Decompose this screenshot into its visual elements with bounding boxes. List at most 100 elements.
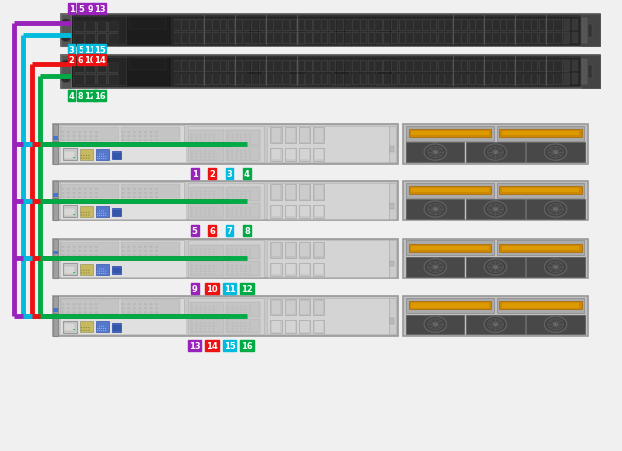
Bar	[190, 62, 195, 72]
Circle shape	[249, 254, 251, 256]
Bar	[228, 61, 235, 73]
Circle shape	[132, 136, 136, 138]
Bar	[61, 299, 119, 314]
Circle shape	[83, 327, 85, 328]
Bar	[61, 15, 71, 47]
Bar	[290, 33, 297, 45]
Bar	[190, 303, 225, 317]
Bar	[409, 187, 491, 195]
Bar	[190, 245, 225, 260]
Bar	[251, 33, 258, 45]
Circle shape	[244, 312, 246, 313]
Bar	[588, 66, 592, 78]
Circle shape	[101, 328, 102, 329]
Circle shape	[90, 132, 92, 134]
Bar	[492, 74, 499, 86]
Bar	[407, 21, 413, 31]
Bar	[508, 33, 514, 45]
Circle shape	[191, 306, 193, 308]
Bar	[60, 298, 184, 315]
Circle shape	[231, 137, 233, 139]
Bar	[531, 20, 538, 32]
Circle shape	[227, 156, 229, 158]
Circle shape	[127, 308, 130, 310]
Circle shape	[191, 151, 193, 152]
Bar	[462, 75, 467, 85]
Circle shape	[208, 268, 210, 270]
Circle shape	[103, 156, 104, 157]
Bar	[315, 150, 323, 160]
Bar	[108, 23, 118, 32]
Circle shape	[240, 331, 242, 332]
Bar	[337, 34, 343, 44]
Bar	[236, 61, 243, 73]
Bar	[508, 62, 514, 72]
Circle shape	[488, 204, 503, 216]
Bar	[368, 20, 374, 32]
Bar	[298, 74, 305, 86]
Circle shape	[195, 197, 197, 198]
Circle shape	[204, 331, 206, 332]
Circle shape	[231, 249, 233, 251]
Circle shape	[240, 271, 242, 272]
Bar	[422, 20, 429, 32]
Bar	[524, 21, 529, 31]
Bar	[562, 58, 580, 87]
Bar	[299, 321, 310, 333]
Circle shape	[144, 193, 147, 195]
Bar	[271, 242, 282, 258]
Bar	[383, 74, 391, 86]
Circle shape	[195, 191, 197, 193]
Bar	[406, 315, 465, 334]
Bar	[226, 303, 261, 317]
Bar	[96, 150, 109, 161]
Bar	[275, 75, 281, 85]
Bar	[466, 258, 524, 277]
Bar	[572, 74, 578, 85]
Bar	[360, 20, 367, 32]
Circle shape	[204, 197, 206, 198]
Circle shape	[86, 158, 87, 159]
Bar	[212, 20, 219, 32]
Bar	[564, 33, 570, 44]
Circle shape	[195, 143, 197, 144]
Circle shape	[231, 309, 233, 311]
Circle shape	[121, 197, 124, 199]
Circle shape	[227, 210, 229, 212]
Circle shape	[249, 197, 251, 198]
Circle shape	[424, 259, 447, 276]
Circle shape	[240, 137, 242, 139]
Circle shape	[244, 328, 246, 330]
Circle shape	[99, 211, 100, 212]
Circle shape	[67, 250, 70, 253]
Bar	[113, 154, 121, 159]
Circle shape	[191, 153, 193, 155]
Circle shape	[67, 308, 70, 310]
Circle shape	[67, 312, 70, 314]
Bar	[75, 64, 85, 74]
Bar	[500, 61, 507, 73]
Circle shape	[227, 325, 229, 327]
Bar	[430, 74, 437, 86]
Bar	[63, 264, 77, 276]
Bar	[516, 34, 522, 44]
Circle shape	[231, 322, 233, 324]
Bar	[376, 21, 382, 31]
Circle shape	[204, 249, 206, 251]
Circle shape	[81, 327, 82, 328]
Text: 5: 5	[192, 226, 198, 235]
Circle shape	[244, 268, 246, 270]
Circle shape	[231, 213, 233, 215]
Text: 11: 11	[85, 46, 96, 55]
Circle shape	[553, 266, 558, 269]
Bar	[220, 61, 227, 73]
Circle shape	[78, 132, 81, 134]
Circle shape	[86, 330, 87, 331]
Circle shape	[90, 136, 92, 138]
Bar	[272, 264, 281, 275]
Circle shape	[101, 211, 102, 212]
Bar	[226, 131, 261, 145]
Bar	[226, 262, 261, 276]
Bar	[368, 61, 374, 73]
Circle shape	[236, 137, 238, 139]
